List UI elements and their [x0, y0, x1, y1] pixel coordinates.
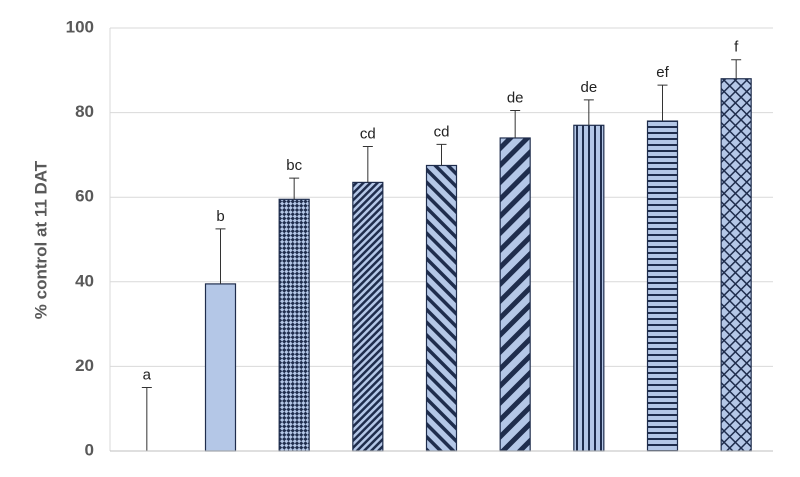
significance-label: f [734, 39, 739, 56]
bar [204, 283, 237, 452]
error-bar [510, 109, 521, 138]
y-tick-label: 80 [75, 102, 94, 121]
bar [499, 137, 531, 452]
error-bar [731, 59, 742, 79]
y-tick-label: 20 [75, 356, 94, 375]
error-bar [657, 84, 668, 122]
significance-label: bc [286, 157, 302, 174]
significance-label: ef [656, 64, 669, 81]
error-bar [362, 145, 373, 183]
y-tick-label: 60 [75, 187, 94, 206]
error-bar [289, 177, 300, 200]
error-bar [583, 99, 594, 126]
bar [573, 124, 605, 452]
significance-label: cd [434, 123, 450, 140]
bar [352, 181, 384, 452]
significance-label: de [507, 89, 524, 106]
significance-label: de [580, 79, 597, 96]
y-tick-label: 100 [66, 17, 94, 36]
bar [425, 164, 458, 452]
y-tick-label: 0 [85, 440, 94, 459]
y-axis-label: % control at 11 DAT [31, 160, 50, 319]
error-bar [141, 387, 152, 451]
bar [278, 198, 310, 452]
bar [646, 120, 679, 452]
bar [720, 78, 752, 452]
error-bar [436, 143, 447, 166]
significance-label: b [216, 208, 224, 225]
y-tick-label: 40 [75, 271, 94, 290]
significance-label: cd [360, 125, 376, 142]
significance-label: a [143, 367, 152, 384]
error-bar [215, 228, 226, 284]
